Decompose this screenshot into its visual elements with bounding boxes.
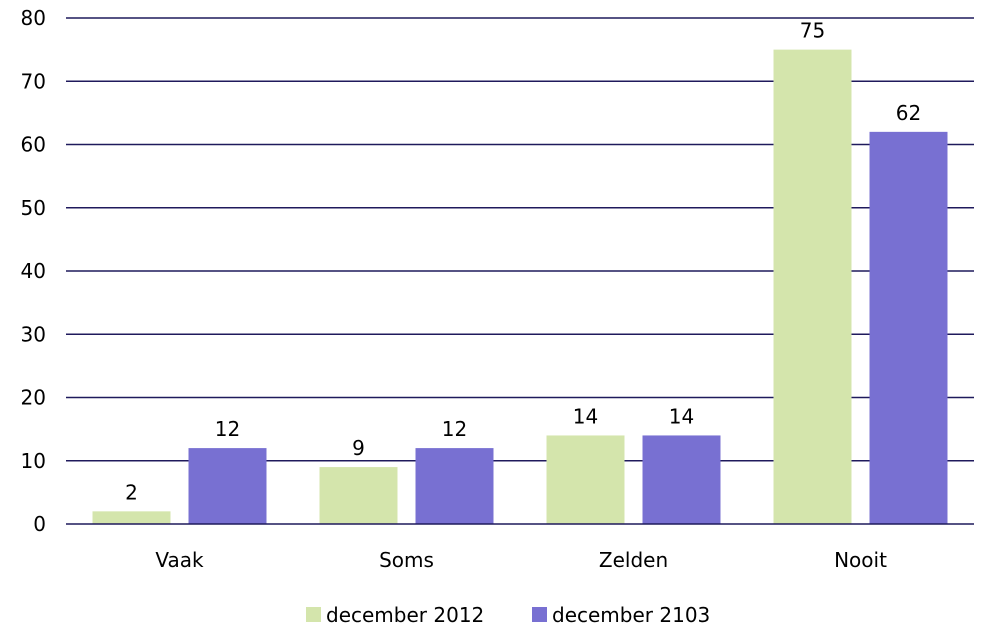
data-label: 9 — [352, 436, 365, 460]
data-label: 14 — [573, 404, 598, 428]
legend-swatch — [532, 607, 547, 622]
y-tick-label: 10 — [21, 449, 46, 473]
x-category-label: Zelden — [599, 548, 668, 572]
legend-label: december 2012 — [326, 603, 484, 627]
data-label: 12 — [442, 417, 467, 441]
y-tick-label: 80 — [21, 6, 46, 30]
legend: december 2012 december 2103 — [306, 603, 710, 627]
y-tick-label: 60 — [21, 133, 46, 157]
x-axis-category-labels: Vaak Soms Zelden Nooit — [155, 548, 887, 572]
bar — [319, 467, 398, 524]
y-tick-label: 20 — [21, 386, 46, 410]
data-label: 62 — [896, 101, 921, 125]
bar — [92, 511, 171, 524]
x-category-label: Soms — [379, 548, 434, 572]
bar — [773, 49, 852, 524]
data-label: 75 — [800, 19, 825, 43]
data-label: 12 — [215, 417, 240, 441]
data-labels: 2 12 9 12 14 14 75 62 — [125, 19, 921, 505]
legend-item: december 2103 — [532, 603, 710, 627]
y-tick-label: 0 — [33, 512, 46, 536]
y-tick-label: 30 — [21, 322, 46, 346]
data-label: 14 — [669, 404, 694, 428]
gridlines — [66, 17, 974, 462]
bar — [642, 435, 721, 524]
x-category-label: Nooit — [834, 548, 887, 572]
y-tick-label: 40 — [21, 259, 46, 283]
x-category-label: Vaak — [155, 548, 204, 572]
y-tick-label: 50 — [21, 196, 46, 220]
data-label: 2 — [125, 480, 138, 504]
y-axis-tick-labels: 0 10 20 30 40 50 60 70 80 — [21, 6, 46, 536]
bar — [546, 435, 625, 524]
legend-swatch — [306, 607, 321, 622]
bar — [415, 448, 494, 524]
legend-item: december 2012 — [306, 603, 484, 627]
y-tick-label: 70 — [21, 69, 46, 93]
legend-label: december 2103 — [552, 603, 710, 627]
bar — [188, 448, 267, 524]
bars — [92, 49, 948, 524]
bar — [869, 131, 948, 524]
